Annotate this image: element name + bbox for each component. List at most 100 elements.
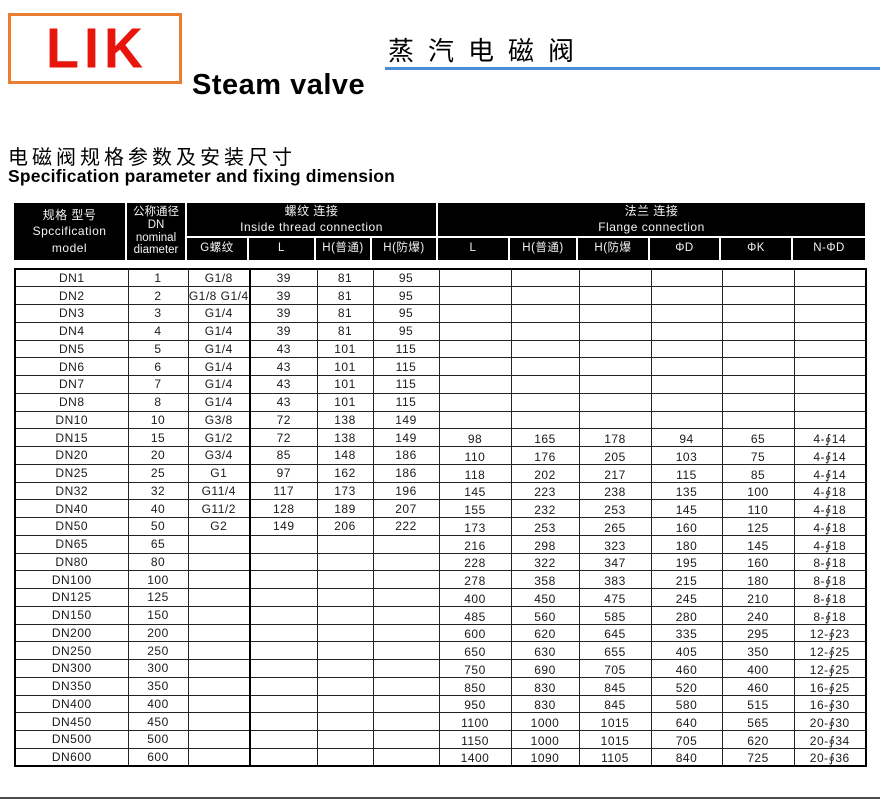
table-cell: DN40 <box>14 499 129 518</box>
table-cell <box>372 730 440 749</box>
table-cell: G2 <box>187 517 251 536</box>
table-cell: 1000 <box>510 712 580 731</box>
table-cell: 253 <box>578 499 652 518</box>
table-cell <box>510 410 580 430</box>
table-cell: DN7 <box>14 375 129 394</box>
table-cell <box>793 286 867 305</box>
header-dn-line4: diameter <box>133 244 179 257</box>
table-cell: 475 <box>578 588 652 607</box>
table-cell: 4-∮14 <box>793 428 867 447</box>
table-row: DN25 25 G1 97 162 186 118 202 217 115 85 4-∮14 <box>14 463 867 483</box>
header-dn-cn: 公称通径 <box>133 205 179 218</box>
table-cell: 97 <box>249 463 318 483</box>
table-cell: 405 <box>650 641 723 660</box>
table-cell <box>372 694 440 714</box>
header-sub-flange-h-normal: H(普通) <box>510 238 578 260</box>
header-model-column: 规格 型号 Spccification model <box>14 203 127 260</box>
table-cell: 85 <box>721 463 795 483</box>
table-cell: 189 <box>316 499 374 518</box>
table-cell <box>650 392 723 412</box>
table-cell <box>793 410 867 430</box>
table-cell: 950 <box>438 694 512 714</box>
table-cell: G1/4 <box>187 321 251 341</box>
table-cell: 485 <box>438 605 512 625</box>
table-cell: 81 <box>316 286 374 305</box>
table-cell <box>510 304 580 323</box>
header-sub-thread-h-normal: H(普通) <box>316 238 372 260</box>
table-cell: 72 <box>249 410 318 430</box>
table-cell: 39 <box>249 321 318 341</box>
table-cell <box>249 534 318 554</box>
table-cell: DN80 <box>14 552 129 572</box>
table-cell: 650 <box>438 641 512 660</box>
table-cell: 155 <box>438 499 512 518</box>
table-cell: G11/2 <box>187 499 251 518</box>
table-cell: 180 <box>650 534 723 554</box>
table-cell <box>249 659 318 678</box>
table-cell: 43 <box>249 375 318 394</box>
table-cell <box>721 392 795 412</box>
table-cell <box>187 641 251 660</box>
table-cell: 95 <box>372 304 440 323</box>
table-cell: DN400 <box>14 694 129 714</box>
table-cell: DN25 <box>14 463 129 483</box>
table-cell: 500 <box>127 730 189 749</box>
page-bottom-rule <box>0 797 880 799</box>
table-cell <box>721 339 795 359</box>
table-row: DN3 3 G1/4 39 81 95 <box>14 304 867 323</box>
table-cell: 830 <box>510 676 580 696</box>
table-cell <box>187 552 251 572</box>
table-cell: 705 <box>578 659 652 678</box>
table-cell: 845 <box>578 676 652 696</box>
table-cell: 238 <box>578 481 652 501</box>
table-cell: 4 <box>127 321 189 341</box>
table-cell <box>650 268 723 288</box>
table-cell: 8-∮18 <box>793 552 867 572</box>
table-cell: DN50 <box>14 517 129 536</box>
table-cell: 8-∮18 <box>793 588 867 607</box>
table-row: DN20 20 G3/4 85 148 186 110 176 205 103 75 4-∮14 <box>14 446 867 465</box>
table-cell: DN5 <box>14 339 129 359</box>
table-cell: DN100 <box>14 570 129 589</box>
table-cell: 101 <box>316 357 374 376</box>
table-cell: 16-∮30 <box>793 694 867 714</box>
header-sub-thread-h-explosionproof: H(防爆) <box>372 238 438 260</box>
table-cell: 1105 <box>578 747 652 767</box>
table-cell: 101 <box>316 375 374 394</box>
table-cell: 149 <box>372 428 440 447</box>
table-cell: 115 <box>372 375 440 394</box>
section-title-english: Specification parameter and fixing dimen… <box>8 166 396 186</box>
table-cell: 515 <box>721 694 795 714</box>
table-cell: 300 <box>127 659 189 678</box>
product-title-english: Steam valve <box>192 69 366 101</box>
table-cell: 1000 <box>510 730 580 749</box>
table-cell: 202 <box>510 463 580 483</box>
table-cell: 148 <box>316 446 374 465</box>
table-cell: DN15 <box>14 428 129 447</box>
header-sub-flange-h-explosionproof: H(防爆 <box>578 238 650 260</box>
table-cell: 81 <box>316 268 374 288</box>
table-cell <box>721 375 795 394</box>
table-cell: G1/4 <box>187 357 251 376</box>
table-row: DN100 100 278 358 383 215 180 8-∮18 <box>14 570 867 589</box>
table-row: DN300 300 750 690 705 460 400 12-∮25 <box>14 659 867 678</box>
table-cell <box>372 676 440 696</box>
table-cell <box>316 534 374 554</box>
table-cell: DN450 <box>14 712 129 731</box>
table-cell <box>316 641 374 660</box>
table-cell: G3/8 <box>187 410 251 430</box>
table-cell: 620 <box>510 623 580 643</box>
table-cell <box>249 605 318 625</box>
table-cell: 1100 <box>438 712 512 731</box>
table-cell: 8-∮18 <box>793 605 867 625</box>
table-cell: 358 <box>510 570 580 589</box>
table-cell <box>187 676 251 696</box>
table-cell: 180 <box>721 570 795 589</box>
table-cell <box>249 570 318 589</box>
table-cell: 149 <box>372 410 440 430</box>
table-cell <box>316 605 374 625</box>
table-cell: 217 <box>578 463 652 483</box>
table-cell: 145 <box>438 481 512 501</box>
header-sub-phi-k: ΦK <box>721 238 793 260</box>
table-cell <box>793 304 867 323</box>
